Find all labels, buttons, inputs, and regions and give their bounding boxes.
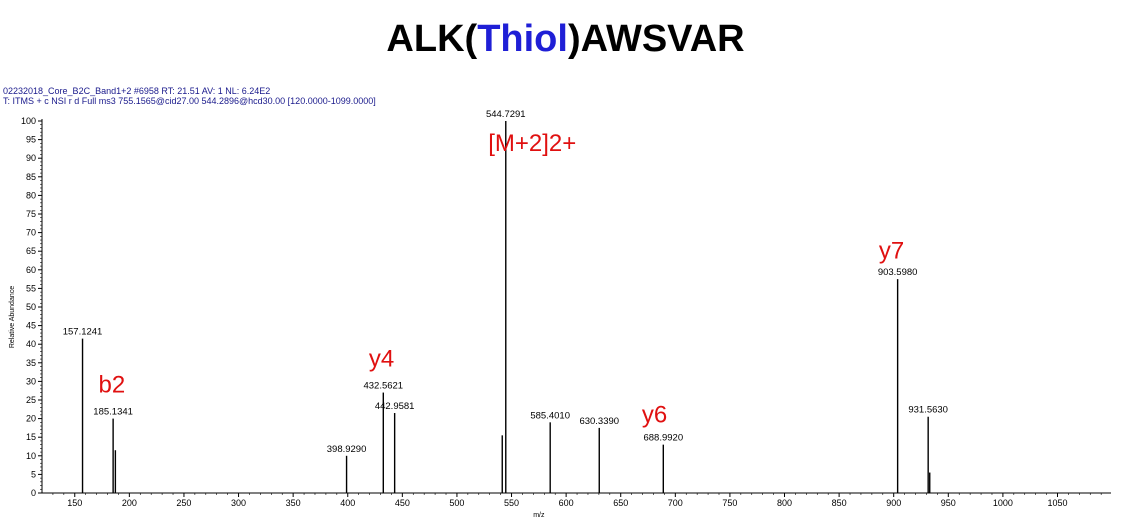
x-tick-label: 250 bbox=[176, 498, 191, 508]
y-tick-label: 15 bbox=[26, 432, 36, 442]
chart-title: ALK(Thiol)AWSVAR bbox=[0, 18, 1131, 61]
y-tick-label: 100 bbox=[21, 116, 36, 126]
peak-mz-label: 630.3390 bbox=[579, 416, 619, 427]
x-tick-label: 450 bbox=[395, 498, 410, 508]
y-tick-label: 95 bbox=[26, 135, 36, 145]
x-tick-label: 700 bbox=[668, 498, 683, 508]
x-tick-label: 350 bbox=[286, 498, 301, 508]
x-tick-label: 400 bbox=[340, 498, 355, 508]
y-axis-label: Relative Abundance bbox=[9, 286, 16, 348]
x-tick-label: 650 bbox=[613, 498, 628, 508]
peak-mz-label: 442.9581 bbox=[375, 401, 415, 412]
y-tick-label: 5 bbox=[31, 469, 36, 479]
ion-annotation-label: y7 bbox=[879, 238, 904, 265]
ion-annotation-label: [M+2]2+ bbox=[488, 130, 576, 157]
y-tick-label: 75 bbox=[26, 209, 36, 219]
x-tick-label: 950 bbox=[941, 498, 956, 508]
title-prefix: ALK( bbox=[386, 18, 478, 60]
title-highlight: Thiol bbox=[477, 18, 568, 60]
y-tick-label: 45 bbox=[26, 321, 36, 331]
x-tick-label: 500 bbox=[449, 498, 464, 508]
ion-annotations: b2 y4 [M+2]2+ y6 y7 bbox=[99, 130, 905, 429]
y-tick-label: 40 bbox=[26, 339, 36, 349]
x-tick-label: 200 bbox=[122, 498, 137, 508]
x-tick-label: 850 bbox=[832, 498, 847, 508]
peak-mz-label: 185.1341 bbox=[93, 407, 133, 418]
y-tick-label: 80 bbox=[26, 190, 36, 200]
y-tick-label: 70 bbox=[26, 228, 36, 238]
ion-annotation-label: y4 bbox=[369, 346, 394, 373]
y-tick-label: 25 bbox=[26, 395, 36, 405]
y-tick-label: 85 bbox=[26, 172, 36, 182]
y-tick-label: 60 bbox=[26, 265, 36, 275]
peaks bbox=[81, 121, 931, 493]
peak-mz-label: 585.4010 bbox=[530, 410, 570, 421]
axes: 0 5 10 15 20 25 30 35 40 45 50 55 60 65 70 75 80 85 90 95 10… bbox=[21, 116, 1111, 508]
peak-mz-label: 544.7291 bbox=[486, 109, 526, 120]
ion-annotation-label: b2 bbox=[99, 372, 126, 399]
peak-mz-label: 157.1241 bbox=[63, 327, 103, 338]
y-tick-label: 35 bbox=[26, 358, 36, 368]
peak-mz-label: 931.5630 bbox=[908, 405, 948, 416]
ion-annotation-label: y6 bbox=[642, 401, 667, 428]
y-tick-label: 10 bbox=[26, 451, 36, 461]
x-axis-label: m/z bbox=[533, 512, 545, 519]
peak-mz-label: 688.9920 bbox=[643, 433, 683, 444]
peak-mz-label: 432.5621 bbox=[363, 381, 403, 392]
peak-labels: 157.1241 185.1341 398.9290 432.5621 442.9581… bbox=[63, 109, 948, 455]
x-tick-label: 150 bbox=[67, 498, 82, 508]
y-tick-label: 65 bbox=[26, 246, 36, 256]
x-tick-label: 750 bbox=[722, 498, 737, 508]
x-tick-label: 600 bbox=[559, 498, 574, 508]
y-tick-label: 20 bbox=[26, 414, 36, 424]
y-tick-label: 55 bbox=[26, 283, 36, 293]
title-suffix: )AWSVAR bbox=[567, 18, 745, 60]
y-tick-label: 50 bbox=[26, 302, 36, 312]
scan-header-line1: 02232018_Core_B2C_Band1+2 #6958 RT: 21.5… bbox=[3, 86, 271, 96]
y-tick-label: 90 bbox=[26, 153, 36, 163]
x-tick-label: 900 bbox=[886, 498, 901, 508]
peak-mz-label: 903.5980 bbox=[878, 267, 918, 278]
y-tick-label: 0 bbox=[31, 488, 36, 498]
x-tick-label: 1050 bbox=[1047, 498, 1067, 508]
x-tick-label: 800 bbox=[777, 498, 792, 508]
scan-header-line2: T: ITMS + c NSI r d Full ms3 755.1565@ci… bbox=[3, 96, 376, 106]
x-tick-label: 1000 bbox=[993, 498, 1013, 508]
y-tick-label: 30 bbox=[26, 376, 36, 386]
peak-mz-label: 398.9290 bbox=[327, 444, 367, 455]
x-tick-label: 300 bbox=[231, 498, 246, 508]
x-tick-label: 550 bbox=[504, 498, 519, 508]
